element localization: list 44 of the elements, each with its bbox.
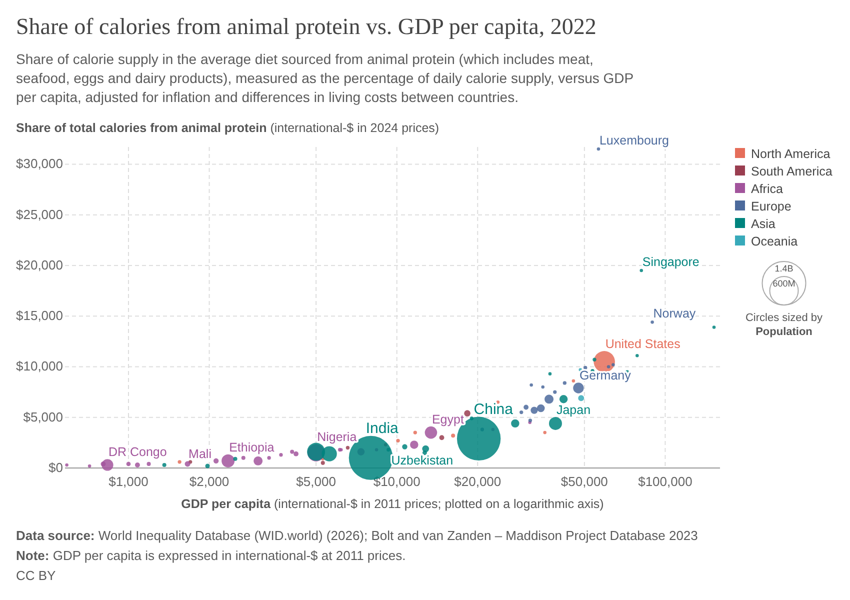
annotation: United States (605, 337, 680, 352)
annotation: Norway (653, 306, 696, 321)
text: Circles sized by Population (745, 312, 824, 338)
annotation: Nigeria (317, 430, 357, 444)
annotation: Mali (188, 447, 212, 462)
x-tick-label: $50,000 (560, 474, 608, 489)
annotation: Japan (556, 402, 591, 417)
text: CC BY (16, 568, 56, 583)
y-tick-label: $30,000 (16, 156, 63, 172)
x-tick-label: $1,000 (108, 474, 148, 489)
legend-label: 1.4B (774, 263, 794, 274)
chart-title: Share of calories from animal protein vs. GDP per capita, 2022 (16, 14, 596, 39)
x-tick-label: $5,000 (296, 474, 336, 489)
source-note: Data source: World Inequality Database (WID.world) (2026); Bolt and van Zanden – Maddison Project Database 2023 (16, 528, 698, 543)
x-tick-label: $10,000 (373, 474, 420, 489)
annotation: DR Congo (108, 445, 167, 460)
text: Note: GDP per capita is expressed in international-$ at 2011 prices. (16, 548, 406, 563)
legend-label: 600M (772, 278, 796, 288)
legend-label: North America (751, 147, 830, 161)
annotation: Luxembourg (599, 133, 670, 148)
chart-subtitle: Share of calorie supply in the average diet sourced from animal protein (which includes meat, seafood, eggs and dairy products), measured as the percentage of daily calorie supply, versus GDP per capita, adjusted for inflation and differences in living costs between countries. (16, 51, 634, 105)
y-tick-label: $5,000 (23, 409, 63, 424)
annotation: India (366, 420, 400, 437)
y-tick-label: $0 (48, 460, 63, 475)
y-tick-label: $10,000 (16, 358, 63, 374)
x-tick-label: $20,000 (454, 474, 502, 489)
legend-label: Africa (751, 182, 783, 196)
y-tick-label: $20,000 (16, 257, 63, 272)
annotation: China (474, 400, 514, 418)
y-axis-title: Share of total calories from animal protein (international-$ in 2024 prices) (16, 121, 440, 135)
annotation: Egypt (432, 412, 464, 426)
legend-label: Europe (751, 200, 792, 214)
x-axis-title: GDP per capita (international-$ in 2011 prices; plotted on a logarithmic axis) (181, 497, 604, 511)
x-tick-label: $100,000 (638, 474, 692, 489)
y-tick-label: $25,000 (16, 206, 63, 222)
y-tick-label: $15,000 (16, 308, 63, 324)
x-tick-label: $2,000 (189, 474, 230, 489)
annotation: Uzbekistan (391, 454, 454, 468)
legend-label: South America (751, 164, 832, 178)
annotation: Germany (579, 368, 632, 383)
legend-label: Oceania (751, 234, 798, 248)
legend-label: Asia (751, 217, 776, 231)
annotation: Singapore (642, 254, 700, 269)
annotation: Ethiopia (229, 440, 274, 454)
